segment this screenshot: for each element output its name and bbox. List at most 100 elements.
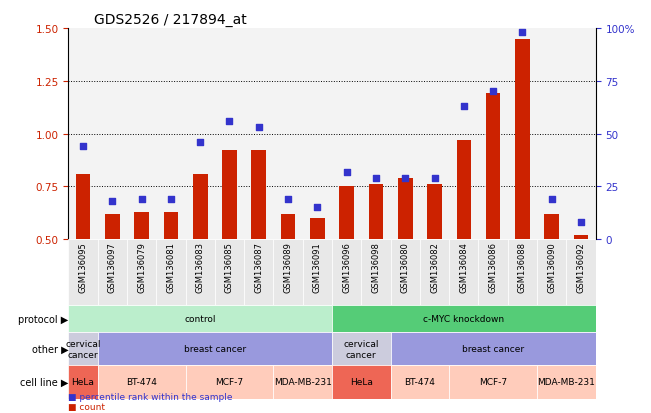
Bar	[574, 235, 589, 345]
Point	[400, 175, 411, 182]
Bar	[332, 29, 361, 240]
Bar	[303, 240, 332, 306]
Bar	[273, 240, 303, 306]
Bar	[508, 29, 537, 240]
Bar	[456, 140, 471, 345]
Bar	[420, 240, 449, 306]
Bar	[486, 94, 501, 345]
Bar	[68, 29, 98, 240]
Text: ■ count: ■ count	[68, 402, 105, 411]
Bar	[215, 240, 244, 306]
Text: GSM136082: GSM136082	[430, 242, 439, 292]
Text: GSM136088: GSM136088	[518, 242, 527, 292]
Point	[517, 30, 527, 36]
Bar	[186, 240, 215, 306]
Bar	[449, 366, 537, 399]
Bar	[566, 29, 596, 240]
Bar	[361, 240, 391, 306]
Bar	[68, 366, 98, 399]
Bar	[391, 29, 420, 240]
Text: breast cancer: breast cancer	[184, 344, 246, 354]
Text: GSM136079: GSM136079	[137, 242, 146, 292]
Bar	[134, 212, 149, 345]
Text: other ▶: other ▶	[32, 344, 68, 354]
Point	[254, 125, 264, 131]
Text: BT-474: BT-474	[126, 377, 157, 387]
Point	[576, 219, 587, 226]
Text: breast cancer: breast cancer	[462, 344, 524, 354]
Bar	[339, 187, 354, 345]
Text: protocol ▶: protocol ▶	[18, 314, 68, 324]
Bar	[449, 29, 478, 240]
Bar	[98, 29, 127, 240]
Bar	[332, 306, 596, 332]
Bar	[273, 29, 303, 240]
Bar	[76, 174, 90, 345]
Text: GSM136091: GSM136091	[313, 242, 322, 292]
Text: GSM136096: GSM136096	[342, 242, 351, 292]
Text: c-MYC knockdown: c-MYC knockdown	[423, 315, 505, 323]
Text: GSM136087: GSM136087	[255, 242, 263, 292]
Point	[547, 196, 557, 203]
Point	[312, 205, 323, 211]
Bar	[273, 366, 332, 399]
Point	[224, 118, 235, 125]
Bar	[244, 29, 273, 240]
Bar	[215, 29, 244, 240]
Bar	[332, 366, 391, 399]
Text: GSM136086: GSM136086	[489, 242, 497, 292]
Bar	[98, 366, 186, 399]
Text: MDA-MB-231: MDA-MB-231	[538, 377, 595, 387]
Bar	[391, 366, 449, 399]
Text: control: control	[184, 315, 216, 323]
Text: cervical
cancer: cervical cancer	[344, 339, 379, 358]
Bar	[68, 306, 332, 332]
Bar	[105, 214, 120, 345]
Bar	[332, 240, 361, 306]
Bar	[368, 185, 383, 345]
Bar	[420, 29, 449, 240]
Text: HeLa: HeLa	[350, 377, 373, 387]
Bar	[537, 29, 566, 240]
Bar	[281, 214, 296, 345]
Text: GSM136084: GSM136084	[460, 242, 468, 292]
Bar	[186, 29, 215, 240]
Bar	[427, 185, 442, 345]
Bar	[193, 174, 208, 345]
Bar	[537, 366, 596, 399]
Text: GSM136095: GSM136095	[79, 242, 87, 292]
Bar	[222, 151, 237, 345]
Bar	[98, 332, 332, 366]
Bar	[127, 29, 156, 240]
Bar	[478, 29, 508, 240]
Text: cell line ▶: cell line ▶	[20, 377, 68, 387]
Text: MDA-MB-231: MDA-MB-231	[274, 377, 331, 387]
Text: GSM136098: GSM136098	[372, 242, 380, 292]
Bar	[398, 178, 413, 345]
Text: HeLa: HeLa	[72, 377, 94, 387]
Bar	[508, 240, 537, 306]
Point	[342, 169, 352, 176]
Bar	[156, 240, 186, 306]
Bar	[98, 240, 127, 306]
Text: GSM136085: GSM136085	[225, 242, 234, 292]
Bar	[186, 366, 273, 399]
Text: GSM136090: GSM136090	[547, 242, 556, 292]
Point	[458, 104, 469, 110]
Text: GSM136092: GSM136092	[577, 242, 585, 292]
Bar	[332, 332, 391, 366]
Text: GSM136083: GSM136083	[196, 242, 204, 292]
Bar	[127, 240, 156, 306]
Bar	[361, 29, 391, 240]
Bar	[515, 40, 530, 345]
Bar	[537, 240, 566, 306]
Text: GSM136097: GSM136097	[108, 242, 117, 292]
Point	[430, 175, 440, 182]
Bar	[310, 218, 325, 345]
Text: BT-474: BT-474	[404, 377, 436, 387]
Bar	[478, 240, 508, 306]
Text: ■ percentile rank within the sample: ■ percentile rank within the sample	[68, 392, 233, 401]
Bar	[544, 214, 559, 345]
Bar	[244, 240, 273, 306]
Point	[283, 196, 293, 203]
